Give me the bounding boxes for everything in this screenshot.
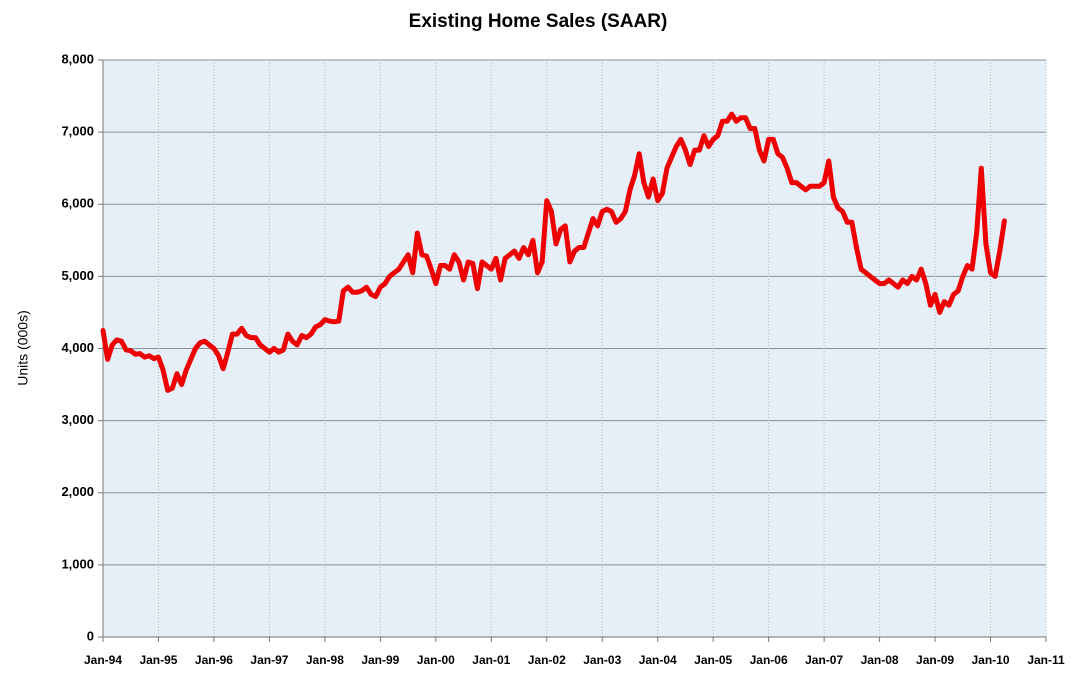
x-tick-label: Jan-02 (528, 653, 566, 667)
x-tick-label: Jan-99 (361, 653, 399, 667)
y-tick-label: 1,000 (61, 556, 94, 571)
data-line (100, 111, 1007, 393)
x-tick-label: Jan-10 (972, 653, 1010, 667)
y-tick-label: 2,000 (61, 484, 94, 499)
y-tick-label: 4,000 (61, 340, 94, 355)
x-tick-label: Jan-03 (583, 653, 621, 667)
x-tick-label: Jan-07 (805, 653, 843, 667)
y-tick-label: 8,000 (61, 51, 94, 66)
x-tick-label: Jan-11 (1027, 653, 1065, 667)
y-tick-label: 5,000 (61, 268, 94, 283)
y-tick-label: 6,000 (61, 196, 94, 211)
x-tick-label: Jan-94 (84, 653, 122, 667)
chart-title: Existing Home Sales (SAAR) (409, 11, 668, 32)
x-tick-label: Jan-96 (195, 653, 233, 667)
y-tick-label: 0 (87, 628, 94, 643)
x-tick-label: Jan-00 (417, 653, 455, 667)
y-tick-label: 3,000 (61, 412, 94, 427)
x-tick-label: Jan-98 (306, 653, 344, 667)
x-tick-label: Jan-97 (250, 653, 288, 667)
y-tick-label: 7,000 (61, 124, 94, 139)
x-tick-label: Jan-95 (139, 653, 177, 667)
x-tick-label: Jan-06 (750, 653, 788, 667)
x-tick-label: Jan-04 (639, 653, 677, 667)
x-tick-label: Jan-05 (694, 653, 732, 667)
x-tick-label: Jan-01 (472, 653, 510, 667)
y-axis-label: Units (000s) (15, 310, 31, 385)
x-tick-label: Jan-09 (916, 653, 954, 667)
x-tick-label: Jan-08 (861, 653, 899, 667)
